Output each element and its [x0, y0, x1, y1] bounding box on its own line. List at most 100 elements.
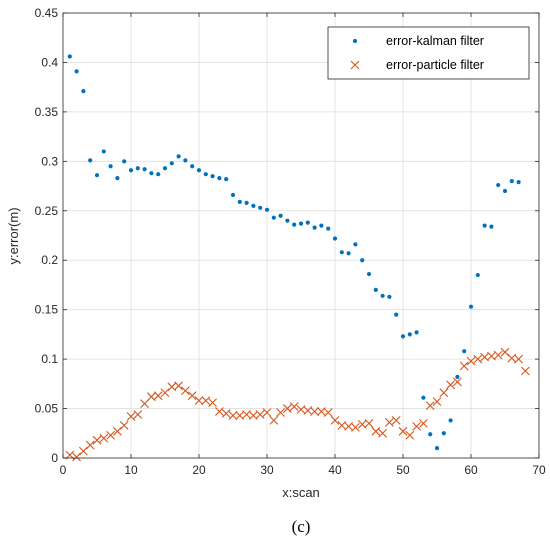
kalman-point	[224, 177, 229, 182]
kalman-point	[339, 250, 344, 255]
particle-point	[208, 398, 217, 408]
kalman-series	[67, 54, 521, 451]
particle-point-stroke-b	[160, 388, 170, 398]
particle-point-stroke-b	[153, 391, 163, 401]
particle-point	[378, 428, 387, 438]
axes-box	[62, 12, 540, 459]
y-axis-label: y:error(m)	[6, 207, 21, 264]
particle-point-stroke-b	[133, 410, 143, 419]
particle-point	[459, 361, 469, 371]
particle-point-stroke-b	[99, 433, 109, 443]
legend-label-kalman: error-kalman filter	[386, 34, 484, 48]
kalman-point	[414, 330, 419, 335]
particle-point-stroke-b	[276, 408, 285, 417]
kalman-point	[162, 166, 168, 171]
particle-point	[453, 377, 462, 387]
particle-point-stroke-b	[459, 361, 469, 371]
particle-point-stroke-b	[106, 430, 115, 440]
particle-point-stroke-b	[187, 391, 197, 401]
kalman-point	[101, 149, 106, 154]
kalman-point	[94, 173, 100, 178]
particle-point	[439, 388, 449, 398]
particle-point	[466, 356, 476, 366]
kalman-point	[353, 242, 358, 247]
particle-point	[514, 354, 523, 364]
particle-point-stroke-b	[181, 386, 190, 396]
kalman-point	[149, 171, 154, 176]
particle-point-stroke-b	[85, 440, 95, 450]
kalman-point	[421, 395, 426, 400]
particle-point-stroke-b	[174, 381, 183, 391]
kalman-point	[298, 221, 304, 226]
legend-particle-x	[350, 60, 360, 70]
particle-point	[221, 409, 231, 418]
particle-point-stroke-b	[79, 446, 88, 456]
particle-point	[446, 380, 455, 390]
kalman-point	[183, 158, 188, 163]
particle-point-stroke-b	[405, 430, 415, 440]
particle-point	[255, 410, 265, 419]
particle-point	[262, 408, 272, 417]
particle-point	[181, 386, 190, 396]
y-tick-label: 0.3	[41, 154, 58, 168]
particle-point	[153, 391, 163, 401]
y-tick-label: 0.15	[35, 303, 59, 317]
kalman-point	[278, 213, 283, 218]
particle-point	[371, 426, 381, 436]
particle-point	[113, 426, 122, 436]
particle-point-stroke-b	[371, 426, 381, 436]
kalman-point	[196, 168, 202, 173]
kalman-point	[203, 172, 208, 177]
y-tick-label: 0.1	[41, 352, 58, 366]
particle-point	[269, 416, 279, 425]
particle-point	[85, 440, 95, 450]
legend-box	[327, 26, 530, 80]
particle-point-stroke-b	[330, 416, 340, 425]
particle-point-stroke-b	[432, 397, 442, 407]
grid-lines	[63, 13, 539, 458]
particle-point-stroke-b	[364, 418, 374, 428]
kalman-point	[244, 200, 249, 205]
kalman-point	[475, 272, 480, 278]
kalman-point	[81, 89, 86, 94]
particle-point	[174, 381, 183, 391]
kalman-point	[332, 236, 338, 241]
kalman-point	[176, 154, 181, 159]
legend-particle-x-stroke-b	[350, 60, 360, 70]
particle-point	[323, 408, 333, 417]
kalman-point	[387, 294, 392, 299]
particle-point	[194, 396, 204, 406]
kalman-point	[394, 312, 399, 317]
kalman-point	[502, 188, 508, 194]
particle-point-stroke-b	[194, 396, 204, 406]
particle-point-stroke-b	[113, 426, 122, 436]
kalman-point	[407, 332, 412, 337]
kalman-point	[366, 271, 372, 277]
kalman-point	[108, 164, 113, 169]
x-tick-label: 0	[60, 463, 67, 477]
kalman-point	[258, 205, 263, 210]
kalman-point	[448, 418, 453, 423]
kalman-point	[434, 446, 440, 451]
particle-point-stroke-b	[221, 409, 231, 418]
particle-point-stroke-b	[500, 347, 510, 357]
particle-point	[493, 350, 503, 360]
y-tick-label: 0.45	[35, 6, 59, 20]
kalman-point	[217, 176, 222, 181]
kalman-point	[509, 179, 514, 184]
particle-point-stroke-b	[412, 421, 421, 431]
particle-point-stroke-b	[493, 350, 503, 360]
particle-point	[405, 430, 415, 440]
kalman-point	[496, 182, 501, 188]
particle-series	[65, 347, 530, 462]
particle-point-stroke-b	[72, 452, 81, 462]
kalman-point	[462, 349, 467, 354]
particle-point	[385, 418, 394, 427]
kalman-point	[360, 258, 365, 263]
particle-point	[160, 388, 170, 398]
kalman-point	[441, 431, 446, 436]
particle-point-stroke-b	[269, 416, 279, 425]
particle-point	[119, 420, 129, 430]
particle-point	[72, 452, 81, 462]
